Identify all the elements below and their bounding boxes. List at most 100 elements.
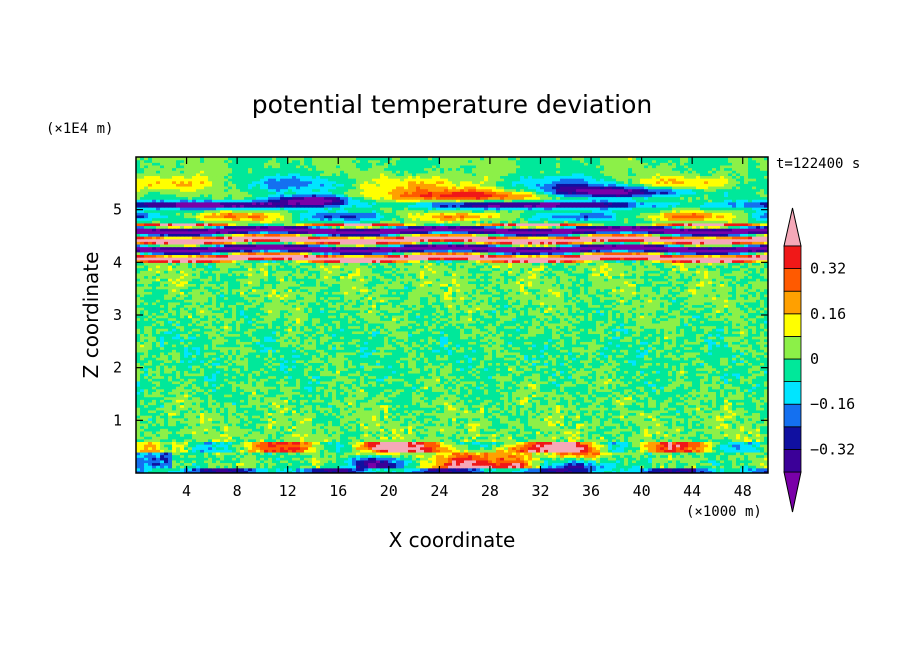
heatmap-cell <box>196 462 201 466</box>
heatmap-cell <box>160 459 165 464</box>
heatmap-cell <box>564 454 569 458</box>
heatmap-cell <box>736 459 741 464</box>
heatmap-cell <box>568 441 573 445</box>
heatmap-cell <box>736 441 741 445</box>
heatmap-cell <box>440 449 445 453</box>
heatmap-cell <box>284 446 289 450</box>
heatmap-cell <box>676 467 681 471</box>
heatmap-cell <box>680 451 685 456</box>
heatmap-cell <box>180 462 185 466</box>
heatmap-cell <box>300 451 305 456</box>
heatmap-cell <box>732 467 737 471</box>
heatmap-cell <box>556 451 561 456</box>
heatmap-cell <box>608 451 613 456</box>
heatmap-cell <box>332 454 337 458</box>
heatmap-cell <box>176 454 181 458</box>
heatmap-cell <box>652 438 657 442</box>
heatmap-cell <box>140 436 145 440</box>
heatmap-cell <box>664 446 669 450</box>
heatmap-cell <box>220 459 225 464</box>
heatmap-cell <box>248 451 253 456</box>
heatmap-cell <box>472 457 477 461</box>
heatmap-cell <box>448 465 453 469</box>
heatmap-cell <box>412 446 417 450</box>
heatmap-cell <box>520 454 525 458</box>
heatmap-cell <box>404 462 409 466</box>
heatmap-cell <box>180 446 185 450</box>
heatmap-cell <box>324 441 329 445</box>
heatmap-cell <box>168 470 173 473</box>
heatmap-cell <box>724 462 729 466</box>
heatmap-cell <box>280 457 285 461</box>
heatmap-cell <box>728 454 733 458</box>
heatmap-cell <box>304 451 309 456</box>
heatmap-cell <box>308 451 313 456</box>
heatmap-cell <box>516 449 521 453</box>
heatmap-cell <box>572 438 577 442</box>
heatmap-cell <box>724 467 729 471</box>
heatmap-cell <box>280 467 285 471</box>
heatmap-cell <box>704 459 709 464</box>
heatmap-cell <box>416 457 421 461</box>
heatmap-cell <box>276 441 281 445</box>
heatmap-cell <box>140 449 145 453</box>
heatmap-cell <box>144 454 149 458</box>
heatmap-cell <box>164 438 169 442</box>
heatmap-cell <box>632 457 637 461</box>
heatmap-cell <box>240 438 245 442</box>
heatmap-cell <box>700 451 705 456</box>
heatmap-cell <box>704 465 709 469</box>
heatmap-cell <box>728 465 733 469</box>
heatmap-cell <box>320 465 325 469</box>
heatmap-cell <box>552 467 557 471</box>
heatmap-cell <box>348 441 353 445</box>
heatmap-cell <box>664 451 669 456</box>
heatmap-cell <box>368 444 373 448</box>
heatmap-cell <box>260 465 265 469</box>
heatmap-cell <box>616 470 621 473</box>
heatmap-cell <box>692 449 697 453</box>
heatmap-cell <box>732 446 737 450</box>
heatmap-cell <box>392 451 397 456</box>
heatmap-cell <box>688 454 693 458</box>
heatmap-cell <box>500 459 505 464</box>
heatmap-cell <box>668 470 673 473</box>
heatmap-cell <box>272 465 277 469</box>
heatmap-cell <box>244 462 249 466</box>
heatmap-cell <box>288 457 293 461</box>
heatmap-cell <box>536 454 541 458</box>
heatmap-cell <box>260 438 265 442</box>
heatmap-cell <box>696 470 701 473</box>
heatmap-cell <box>168 449 173 453</box>
heatmap-cell <box>136 459 141 464</box>
heatmap-cell <box>184 449 189 453</box>
heatmap-cell <box>476 462 481 466</box>
heatmap-cell <box>244 438 249 442</box>
heatmap-cell <box>376 441 381 445</box>
heatmap-cell <box>288 446 293 450</box>
heatmap-cell <box>448 457 453 461</box>
heatmap-cell <box>488 457 493 461</box>
heatmap-cell <box>224 444 229 448</box>
heatmap-cell <box>172 459 177 464</box>
heatmap-cell <box>632 467 637 471</box>
heatmap-cell <box>184 454 189 458</box>
heatmap-cell <box>272 441 277 445</box>
heatmap-cell <box>256 462 261 466</box>
heatmap-cell <box>520 462 525 466</box>
heatmap-cell <box>256 465 261 469</box>
heatmap-cell <box>636 454 641 458</box>
heatmap-cell <box>684 467 689 471</box>
heatmap-cell <box>300 438 305 442</box>
heatmap-cell <box>296 470 301 473</box>
heatmap-field <box>136 157 768 473</box>
heatmap-cell <box>708 457 713 461</box>
heatmap-cell <box>320 438 325 442</box>
heatmap-cell <box>204 446 209 450</box>
heatmap-cell <box>696 454 701 458</box>
heatmap-cell <box>632 449 637 453</box>
heatmap-cell <box>616 462 621 466</box>
heatmap-cell <box>148 451 153 456</box>
heatmap-cell <box>388 462 393 466</box>
heatmap-cell <box>484 444 489 448</box>
